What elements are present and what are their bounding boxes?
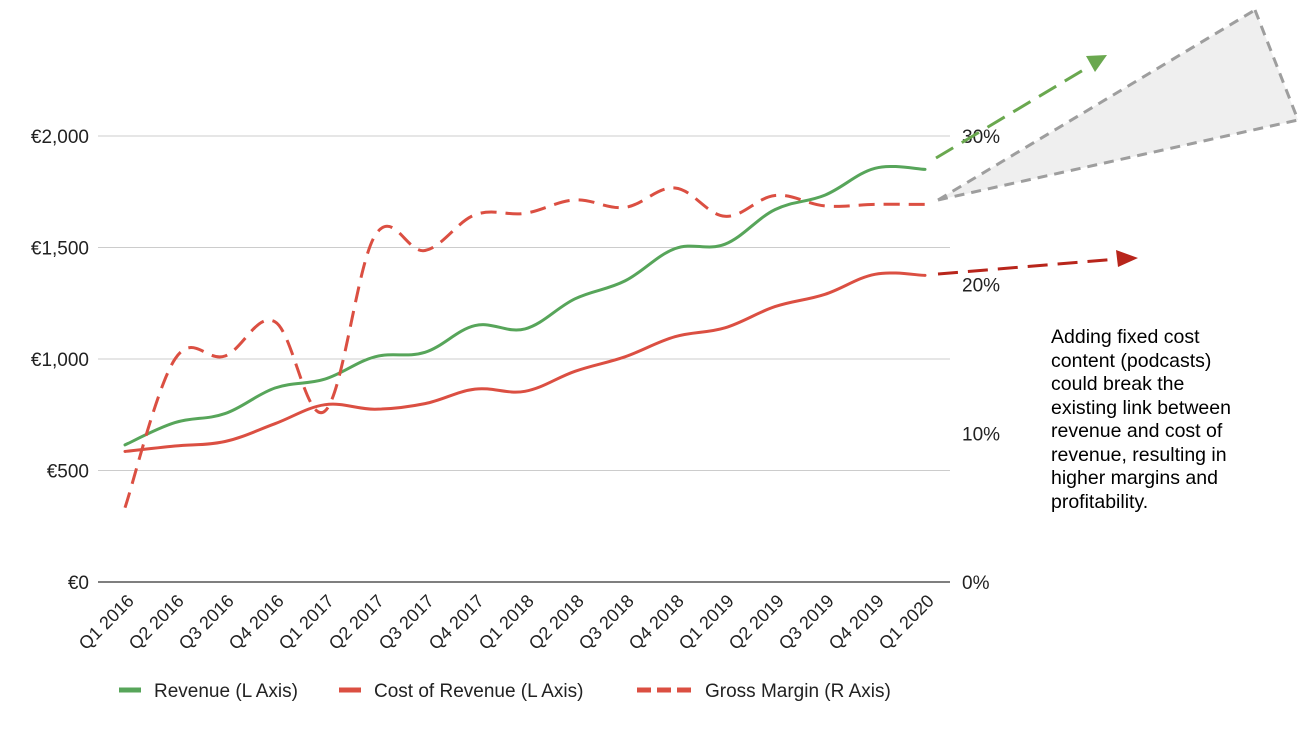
revenue-point	[872, 165, 878, 171]
gross-margin-point	[172, 356, 178, 362]
annotation-text: Adding fixed cost content (podcasts) cou…	[1051, 326, 1276, 514]
revenue-point	[272, 385, 278, 391]
projections	[935, 8, 1300, 276]
gross-margin-point	[522, 210, 528, 216]
gross-margin-point	[822, 203, 828, 209]
gross-margin-point	[772, 192, 778, 198]
revenue-point	[322, 376, 328, 382]
left-tick-label: €0	[68, 573, 89, 594]
right-tick-label: 10%	[962, 424, 1000, 445]
legend-label: Cost of Revenue (L Axis)	[374, 681, 583, 702]
revenue-point	[372, 354, 378, 360]
revenue-arrow-head	[1086, 55, 1107, 72]
revenue-point	[922, 166, 928, 172]
cost-of-revenue-point	[622, 354, 628, 360]
gross-margin-point	[472, 212, 478, 218]
right-tick-label: 20%	[962, 276, 1000, 297]
annotation-line: Adding fixed cost	[1051, 326, 1200, 348]
gross-margin-point	[272, 319, 278, 325]
cost-of-revenue-point	[522, 388, 528, 394]
legend-label: Revenue (L Axis)	[154, 681, 298, 702]
cost-of-revenue-point	[472, 386, 478, 392]
cost-of-revenue-point	[872, 271, 878, 277]
revenue-point	[122, 442, 128, 448]
cost-of-revenue-point	[422, 401, 428, 407]
annotation-line: revenue and cost of	[1051, 420, 1223, 442]
cost-arrow-head	[1116, 250, 1138, 267]
annotation-line: higher margins and	[1051, 467, 1218, 489]
left-tick-label: €500	[47, 462, 89, 483]
gross-margin-point	[222, 353, 228, 359]
revenue-point	[772, 207, 778, 213]
gross-margin-point	[722, 213, 728, 219]
revenue-point	[222, 411, 228, 417]
gross-margin-point	[322, 408, 328, 414]
cost-of-revenue-point	[672, 334, 678, 340]
annotation-line: existing link between	[1051, 396, 1231, 419]
cost-of-revenue-point	[172, 443, 178, 449]
gross-margin-point	[672, 185, 678, 191]
annotation-line: could break the	[1051, 373, 1185, 395]
left-tick-label: €1,500	[31, 239, 89, 260]
revenue-line	[123, 165, 927, 447]
x-tick-label: Q1 2020	[875, 591, 938, 654]
gross-margin-point	[122, 505, 128, 511]
gridlines	[98, 135, 950, 583]
gross-margin-point	[422, 247, 428, 253]
cost-of-revenue-point	[372, 406, 378, 412]
gross-margin-point	[622, 204, 628, 210]
left-tick-label: €1,000	[31, 350, 89, 371]
left-axis: €0 €500 €1,000 €1,500 €2,000	[31, 127, 89, 594]
right-tick-label: 30%	[962, 127, 1000, 148]
right-tick-label: 0%	[962, 573, 990, 594]
cost-of-revenue-point	[722, 325, 728, 331]
cost-projection-arrow	[937, 257, 1119, 276]
left-tick-label: €2,000	[31, 127, 89, 148]
gross-margin-point	[872, 201, 878, 207]
annotation-line: revenue, resulting in	[1051, 443, 1227, 466]
cost-of-revenue-point	[572, 368, 578, 374]
revenue-point	[672, 246, 678, 252]
revenue-point	[572, 296, 578, 302]
annotation-line: content (podcasts)	[1051, 349, 1212, 372]
gross-margin-point	[372, 233, 378, 239]
margin-cone-right-edge	[1253, 9, 1300, 121]
annotation-line: profitability.	[1051, 490, 1149, 513]
revenue-point	[472, 323, 478, 329]
margin-projection-cone	[938, 10, 1298, 200]
cost-of-revenue-point	[772, 304, 778, 310]
cost-of-revenue-point	[272, 421, 278, 427]
revenue-point	[722, 241, 728, 247]
revenue-point	[172, 420, 178, 426]
margin-cone-upper-edge	[937, 8, 1256, 202]
gross-margin-point	[922, 201, 928, 207]
cost-of-revenue-point	[122, 449, 128, 455]
margin-cone-lower-edge	[937, 118, 1299, 202]
legend-label: Gross Margin (R Axis)	[705, 681, 891, 702]
revenue-point	[622, 278, 628, 284]
right-axis: 0% 10% 20% 30%	[962, 127, 1000, 594]
gross-margin-point	[572, 197, 578, 203]
gross-margin-line	[123, 186, 926, 509]
cost-of-revenue-point	[922, 272, 928, 278]
revenue-point	[822, 192, 828, 198]
series-lines	[122, 165, 928, 511]
cost-of-revenue-point	[822, 291, 828, 297]
revenue-point	[522, 326, 528, 332]
revenue-point	[422, 349, 428, 355]
cost-of-revenue-point	[222, 439, 228, 445]
legend: Revenue (L Axis) Cost of Revenue (L Axis)…	[119, 681, 891, 702]
cost-of-revenue-line	[123, 271, 927, 453]
